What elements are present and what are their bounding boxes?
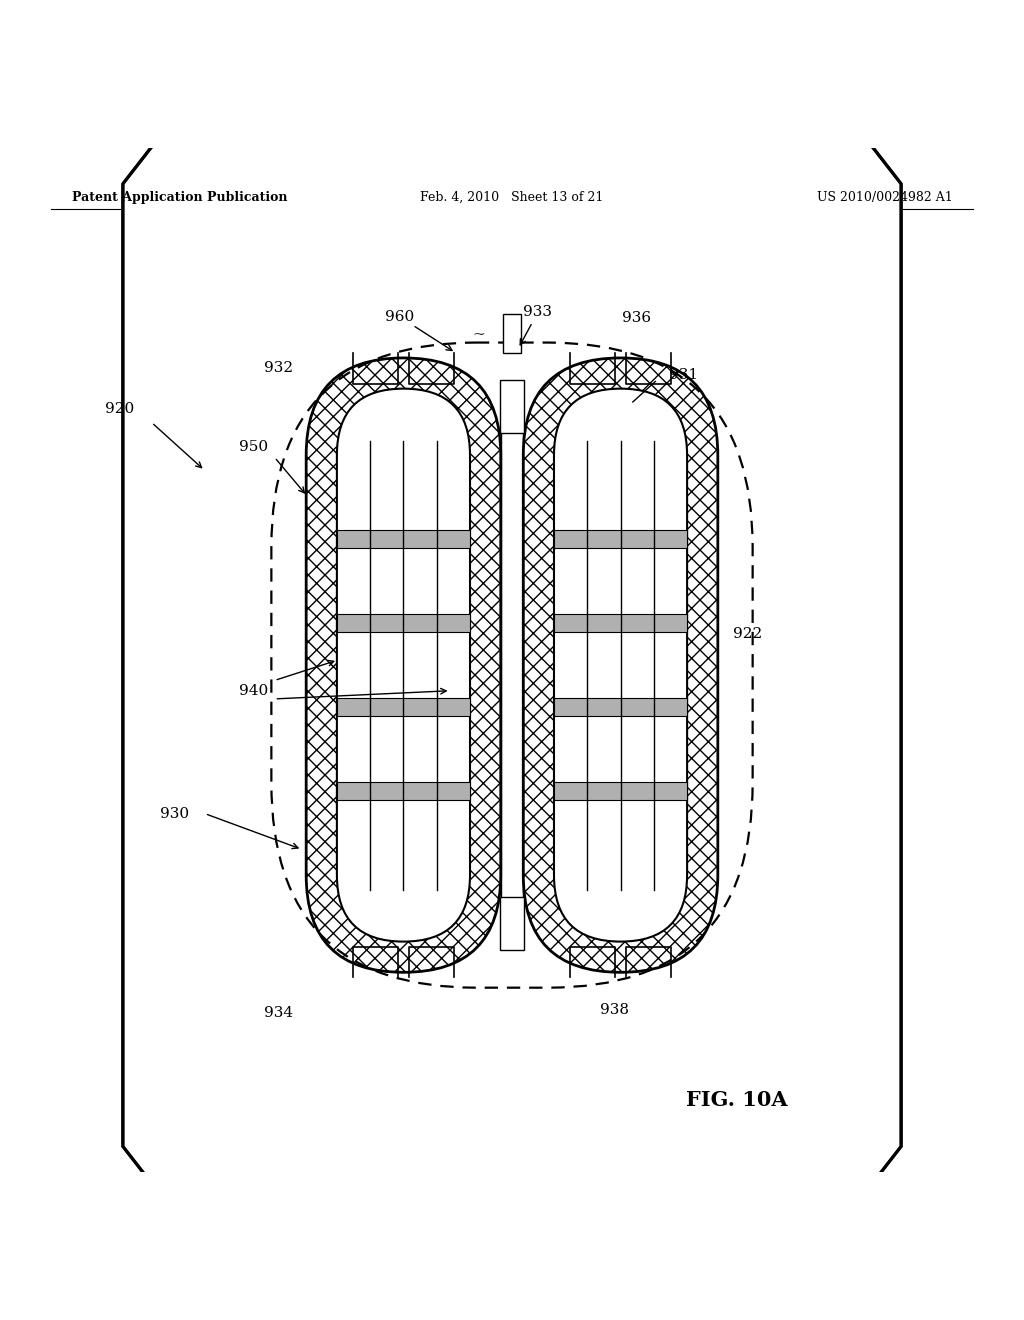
Bar: [337, 529, 470, 548]
Bar: [554, 529, 687, 548]
Text: 922: 922: [733, 627, 762, 642]
Bar: [554, 698, 687, 717]
Text: 933: 933: [523, 305, 552, 319]
Text: ~: ~: [473, 329, 485, 342]
Text: 930: 930: [160, 807, 188, 821]
FancyBboxPatch shape: [337, 388, 470, 941]
Bar: [554, 781, 687, 800]
Text: 950: 950: [240, 440, 268, 454]
Text: 960: 960: [385, 310, 414, 323]
Text: 932: 932: [264, 362, 293, 375]
FancyBboxPatch shape: [554, 388, 687, 941]
Text: 938: 938: [600, 1003, 629, 1018]
Bar: [337, 698, 470, 717]
Polygon shape: [123, 91, 901, 1238]
Bar: [554, 614, 687, 632]
Text: 931: 931: [670, 368, 698, 383]
Text: 920: 920: [105, 403, 134, 416]
Bar: [500, 896, 524, 950]
Bar: [500, 380, 524, 433]
Text: Feb. 4, 2010   Sheet 13 of 21: Feb. 4, 2010 Sheet 13 of 21: [420, 190, 604, 203]
FancyBboxPatch shape: [306, 358, 501, 973]
Text: 940: 940: [240, 684, 268, 698]
Text: US 2010/0024982 A1: US 2010/0024982 A1: [816, 190, 952, 203]
Bar: [337, 781, 470, 800]
Text: Patent Application Publication: Patent Application Publication: [72, 190, 287, 203]
Text: 936: 936: [623, 312, 651, 325]
Bar: [503, 314, 521, 352]
FancyBboxPatch shape: [523, 358, 718, 973]
Text: 934: 934: [264, 1006, 293, 1020]
Bar: [337, 614, 470, 632]
Text: FIG. 10A: FIG. 10A: [686, 1090, 788, 1110]
Bar: [501, 387, 523, 942]
